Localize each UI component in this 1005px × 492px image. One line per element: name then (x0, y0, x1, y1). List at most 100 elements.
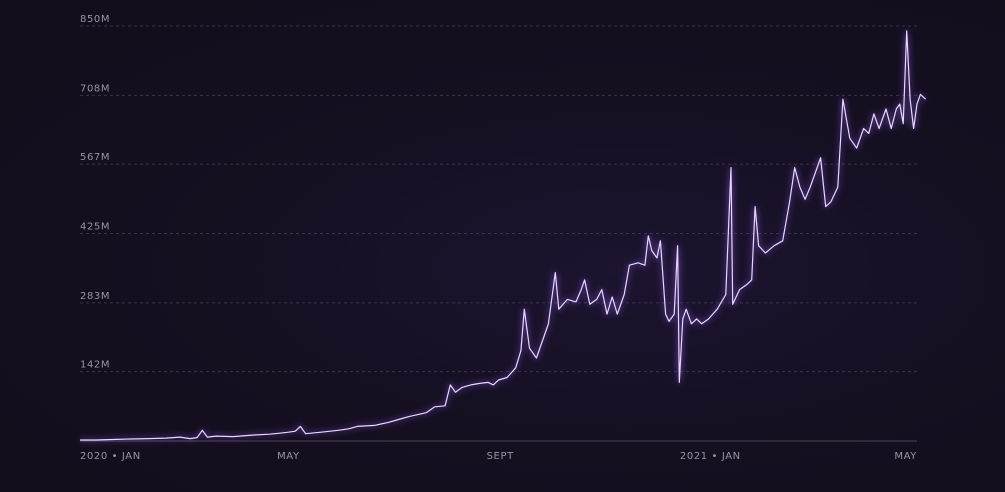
data-point (233, 436, 234, 437)
data-point (896, 108, 897, 109)
data-point (479, 383, 480, 384)
data-point (717, 309, 718, 310)
data-point (682, 318, 683, 319)
data-point (701, 323, 702, 324)
data-point (305, 433, 306, 434)
data-point (348, 428, 349, 429)
data-point (558, 309, 559, 310)
data-point (129, 438, 130, 439)
data-point (758, 245, 759, 246)
data-point (899, 104, 900, 105)
data-point (493, 384, 494, 385)
data-point (651, 250, 652, 251)
data-point (830, 201, 831, 202)
data-point (515, 367, 516, 368)
data-point (842, 99, 843, 100)
gridlines (80, 25, 917, 373)
data-point (279, 433, 280, 434)
data-point (732, 304, 733, 305)
data-point (906, 30, 907, 31)
data-point (288, 432, 289, 433)
data-point (252, 435, 253, 436)
data-point (548, 323, 549, 324)
data-point (686, 309, 687, 310)
data-point (434, 406, 435, 407)
data-point (873, 113, 874, 114)
data-point (856, 148, 857, 149)
x-tick-label: 2020 • JAN (80, 451, 141, 462)
data-point (782, 240, 783, 241)
data-point (166, 438, 167, 439)
data-point (885, 108, 886, 109)
data-point (179, 437, 180, 438)
data-point (617, 314, 618, 315)
data-point (400, 418, 401, 419)
data-point (445, 405, 446, 406)
data-point (112, 439, 113, 440)
data-point (746, 284, 747, 285)
data-point (388, 422, 389, 423)
y-axis: 142M 283M 425M 567M 708M 850M (80, 14, 110, 371)
data-point (868, 133, 869, 134)
series-line (80, 30, 927, 441)
data-point (606, 314, 607, 315)
x-axis: 2020 • JAN MAY SEPT 2021 • JAN MAY (80, 440, 917, 462)
x-tick-label: 2021 • JAN (680, 451, 741, 462)
data-point (815, 172, 816, 173)
data-point (589, 304, 590, 305)
data-point (321, 432, 322, 433)
data-point (920, 94, 921, 95)
data-point (665, 314, 666, 315)
data-point (849, 138, 850, 139)
data-point (216, 436, 217, 437)
data-point (799, 187, 800, 188)
data-point (536, 357, 537, 358)
data-point (789, 201, 790, 202)
data-point (730, 167, 731, 168)
y-tick-label: 283M (80, 291, 110, 302)
data-point (624, 294, 625, 295)
x-tick-label: SEPT (487, 451, 514, 462)
data-point (197, 437, 198, 438)
y-tick-label: 567M (80, 152, 110, 163)
data-point (925, 99, 926, 100)
x-tick-label: MAY (894, 451, 917, 462)
data-point (837, 187, 838, 188)
data-point (637, 262, 638, 263)
data-point (488, 382, 489, 383)
data-point (357, 426, 358, 427)
data-point (774, 245, 775, 246)
data-point (498, 379, 499, 380)
data-point (708, 318, 709, 319)
data-point (668, 321, 669, 322)
y-tick-label: 850M (80, 14, 110, 25)
data-point (648, 235, 649, 236)
data-point (910, 99, 911, 100)
data-point (567, 299, 568, 300)
data-point (696, 318, 697, 319)
y-tick-label: 708M (80, 83, 110, 94)
data-point (612, 296, 613, 297)
data-point (660, 240, 661, 241)
data-point (426, 412, 427, 413)
series-group (80, 30, 927, 441)
data-point (751, 279, 752, 280)
data-point (520, 350, 521, 351)
data-point (725, 294, 726, 295)
data-point (190, 438, 191, 439)
data-point (408, 416, 409, 417)
y-tick-label: 142M (80, 360, 110, 371)
data-point (674, 314, 675, 315)
data-point (739, 289, 740, 290)
data-point (825, 206, 826, 207)
data-point (207, 437, 208, 438)
data-point (507, 377, 508, 378)
data-point (581, 289, 582, 290)
data-point (455, 392, 456, 393)
data-point (820, 157, 821, 158)
data-point (879, 128, 880, 129)
data-point (810, 187, 811, 188)
data-point (584, 279, 585, 280)
